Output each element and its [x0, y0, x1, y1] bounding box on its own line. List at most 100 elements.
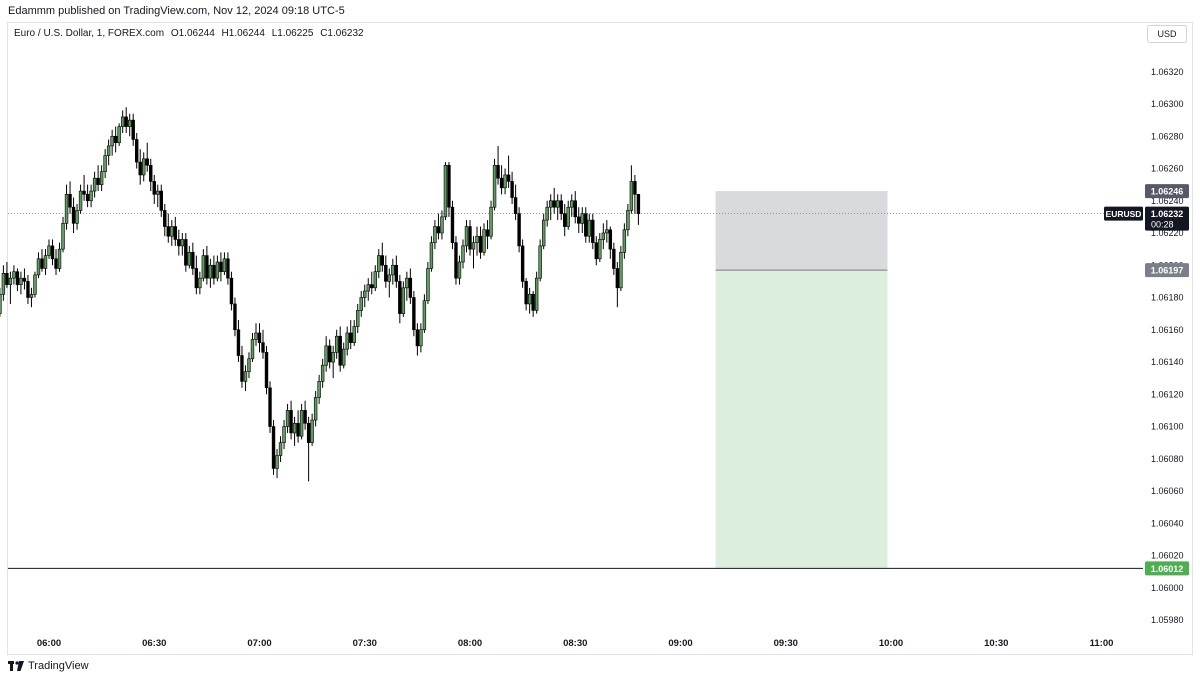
candle-body [334, 335, 339, 353]
candle-body [208, 264, 213, 279]
candle-body [40, 258, 44, 269]
candle-body [47, 245, 51, 256]
candle-body [622, 229, 627, 253]
candle-body [271, 426, 276, 469]
candle-body [268, 387, 272, 427]
candle-body [177, 239, 181, 247]
candle-body [605, 229, 609, 234]
candle-body [124, 116, 128, 127]
time-tick-label: 07:30 [353, 638, 377, 649]
candle-body [61, 223, 65, 250]
legend-low: L1.06225 [271, 28, 314, 39]
candle-body [412, 297, 416, 331]
target-price-label: 1.06012 [1151, 564, 1184, 574]
price-tick-label: 1.06080 [1151, 454, 1184, 464]
candle-body [306, 422, 311, 443]
candle-body [352, 326, 356, 343]
stop-price-label: 1.06246 [1151, 187, 1184, 197]
candle-body [57, 248, 62, 269]
candle-body [513, 197, 518, 214]
candle-body [282, 426, 286, 443]
candle-body [405, 277, 409, 289]
candle-body [391, 264, 395, 276]
price-tick-label: 1.06300 [1151, 99, 1184, 109]
currency-button[interactable]: USD [1147, 25, 1187, 43]
candle-body [236, 329, 241, 356]
candle-body [26, 281, 30, 298]
candle-body [633, 181, 637, 195]
time-tick-label: 09:30 [774, 638, 798, 649]
candle-body [145, 158, 149, 166]
candle-body [563, 213, 567, 227]
candle-body [615, 268, 620, 289]
candle-body [89, 190, 93, 202]
candle-body [594, 242, 599, 260]
take-profit-zone [715, 270, 888, 569]
candle-body [152, 181, 156, 195]
candle-body [552, 200, 556, 208]
candle-body [219, 261, 223, 272]
time-tick-label: 11:00 [1090, 638, 1114, 649]
candle-body [243, 371, 248, 382]
candle-body [117, 126, 121, 143]
candle-body [92, 177, 97, 192]
candle-body [303, 410, 307, 424]
candle-body [478, 235, 483, 253]
candle-body [408, 277, 413, 298]
candle-body [317, 381, 321, 398]
entry-price-label-bg [1145, 263, 1189, 278]
price-tick-label: 1.06020 [1151, 551, 1184, 561]
candle-body [313, 397, 318, 421]
candle-body [591, 219, 595, 243]
candle-body [608, 229, 613, 250]
legend-symbol: Euro / U.S. Dollar, 1, FOREX.com [14, 28, 165, 39]
candle-body [636, 194, 641, 214]
candle-body [619, 252, 623, 289]
candle-body [187, 252, 192, 266]
candle-body [170, 226, 174, 237]
time-tick-label: 09:00 [668, 638, 692, 649]
time-axis: 06:00 06:30 07:00 07:30 08:00 08:30 09:00 09:30… [37, 638, 1114, 649]
candle-body [296, 422, 300, 437]
candle-body [191, 252, 195, 269]
candle-body [43, 255, 48, 269]
candle-body [327, 345, 332, 363]
candle-body [510, 181, 514, 198]
candle-body [320, 364, 325, 382]
last-price-label: 1.06232 [1151, 209, 1184, 219]
candle-body [226, 258, 230, 279]
candle-body [506, 174, 511, 182]
candle-body [173, 226, 177, 240]
candle-body [566, 206, 570, 227]
price-tick-label: 1.05980 [1151, 615, 1184, 625]
candle-body [184, 239, 188, 266]
candle-body [299, 410, 304, 437]
time-tick-label: 06:30 [142, 638, 166, 649]
candle-body [22, 277, 27, 282]
candle-body [584, 213, 588, 237]
candle-body [12, 271, 16, 279]
symbol-tag-bg [1104, 206, 1143, 221]
candle-body [482, 229, 486, 253]
candle-body [264, 352, 269, 389]
stop-loss-zone [715, 191, 888, 271]
candle-body [106, 145, 111, 156]
candle-body [541, 219, 546, 247]
candle-body [275, 455, 279, 469]
candle-body [454, 242, 458, 279]
candle-body [443, 164, 448, 218]
candle-body [229, 277, 234, 305]
candle-body [384, 264, 388, 282]
candle-body [499, 177, 504, 189]
candle-body [1, 273, 6, 295]
legend-open: O1.06244 [170, 28, 215, 39]
legend-close: C1.06232 [320, 28, 364, 39]
candle-body [110, 135, 114, 147]
candle-body [68, 194, 72, 208]
candle-body [436, 226, 441, 234]
candle-body [50, 245, 55, 260]
price-tick-label: 1.06060 [1151, 486, 1184, 496]
candle-body [64, 194, 69, 224]
